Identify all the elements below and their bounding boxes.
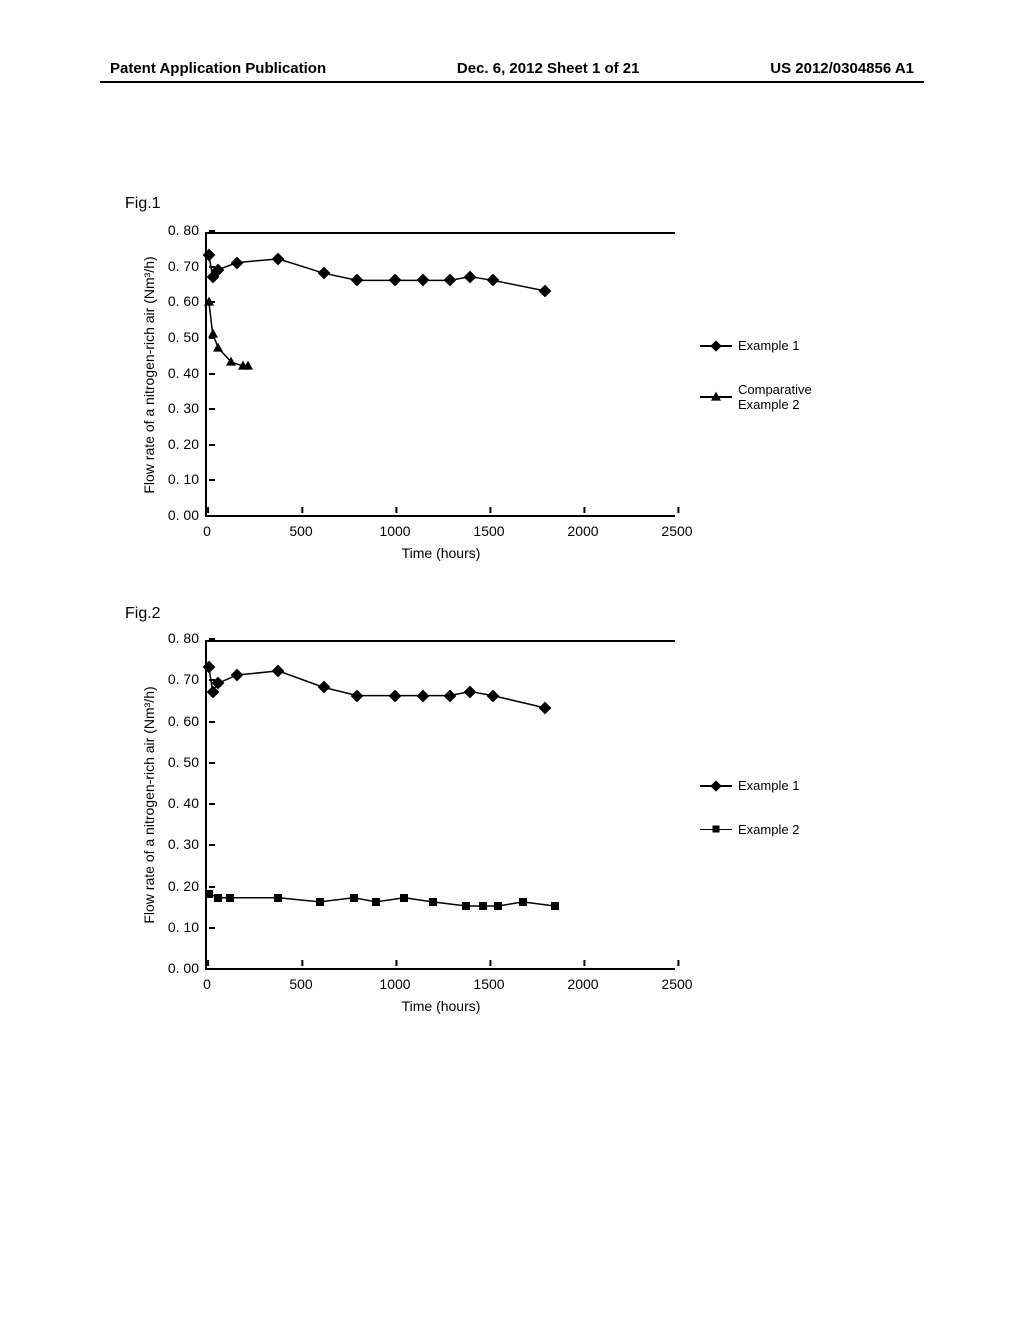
square-icon (713, 826, 720, 833)
legend-line-icon (700, 829, 732, 831)
diamond-icon (710, 340, 721, 351)
diamond-icon (710, 780, 721, 791)
header-left: Patent Application Publication (110, 60, 326, 77)
figure-label: Fig.2 (125, 605, 161, 623)
legend-label: Example 2 (738, 822, 799, 838)
legend-item: Comparative Example 2 (700, 382, 848, 413)
y-tick-label: 0. 60 (168, 713, 207, 729)
legend-label: Example 1 (738, 338, 799, 354)
square-marker (274, 894, 282, 902)
figure-label: Fig.1 (125, 195, 161, 213)
legend-item: Example 2 (700, 822, 799, 838)
y-tick-label: 0. 20 (168, 436, 207, 452)
y-tick-label: 0. 00 (168, 507, 207, 523)
triangle-marker (208, 328, 218, 337)
triangle-marker (243, 360, 253, 369)
triangle-marker (204, 296, 214, 305)
page-header: Patent Application Publication Dec. 6, 2… (0, 60, 1024, 77)
legend-line-icon (700, 785, 732, 787)
y-tick-label: 0. 70 (168, 258, 207, 274)
legend-label: Comparative Example 2 (738, 382, 848, 413)
y-tick-label: 0. 50 (168, 329, 207, 345)
square-marker (551, 902, 559, 910)
square-marker (372, 898, 380, 906)
y-tick-label: 0. 10 (168, 471, 207, 487)
legend-item: Example 1 (700, 338, 848, 354)
triangle-marker (213, 343, 223, 352)
y-axis-label: Flow rate of a nitrogen-rich air (Nm³/h) (141, 686, 157, 923)
series-line (209, 894, 555, 906)
legend-item: Example 1 (700, 778, 799, 794)
triangle-icon (711, 392, 721, 401)
y-tick-label: 0. 70 (168, 671, 207, 687)
square-marker (350, 894, 358, 902)
series-lines (207, 234, 677, 519)
y-tick-label: 0. 80 (168, 630, 207, 646)
y-tick-label: 0. 10 (168, 919, 207, 935)
series-line (209, 255, 546, 291)
triangle-marker (226, 357, 236, 366)
square-marker (226, 894, 234, 902)
legend-label: Example 1 (738, 778, 799, 794)
square-marker (429, 898, 437, 906)
chart-plot-area: 0. 000. 100. 200. 300. 400. 500. 600. 70… (205, 232, 675, 517)
square-marker (494, 902, 502, 910)
square-marker (205, 890, 213, 898)
x-axis-label: Time (hours) (402, 998, 481, 1014)
square-marker (462, 902, 470, 910)
y-tick-label: 0. 40 (168, 365, 207, 381)
series-line (209, 667, 546, 708)
legend-line-icon (700, 396, 732, 398)
y-tick-label: 0. 30 (168, 400, 207, 416)
x-axis-label: Time (hours) (402, 545, 481, 561)
y-tick-label: 0. 20 (168, 878, 207, 894)
y-tick-label: 0. 30 (168, 836, 207, 852)
y-tick-label: 0. 50 (168, 754, 207, 770)
square-marker (519, 898, 527, 906)
chart-legend: Example 1 Comparative Example 2 (700, 330, 848, 421)
square-marker (214, 894, 222, 902)
chart-legend: Example 1 Example 2 (700, 770, 799, 845)
legend-line-icon (700, 345, 732, 347)
y-axis-label: Flow rate of a nitrogen-rich air (Nm³/h) (141, 256, 157, 493)
y-tick-label: 0. 80 (168, 222, 207, 238)
square-marker (479, 902, 487, 910)
square-marker (316, 898, 324, 906)
header-right: US 2012/0304856 A1 (770, 60, 914, 77)
series-lines (207, 642, 677, 972)
y-tick-label: 0. 40 (168, 795, 207, 811)
square-marker (400, 894, 408, 902)
y-tick-label: 0. 60 (168, 293, 207, 309)
y-tick-label: 0. 00 (168, 960, 207, 976)
chart-plot-area: 0. 000. 100. 200. 300. 400. 500. 600. 70… (205, 640, 675, 970)
header-center: Dec. 6, 2012 Sheet 1 of 21 (457, 60, 640, 77)
